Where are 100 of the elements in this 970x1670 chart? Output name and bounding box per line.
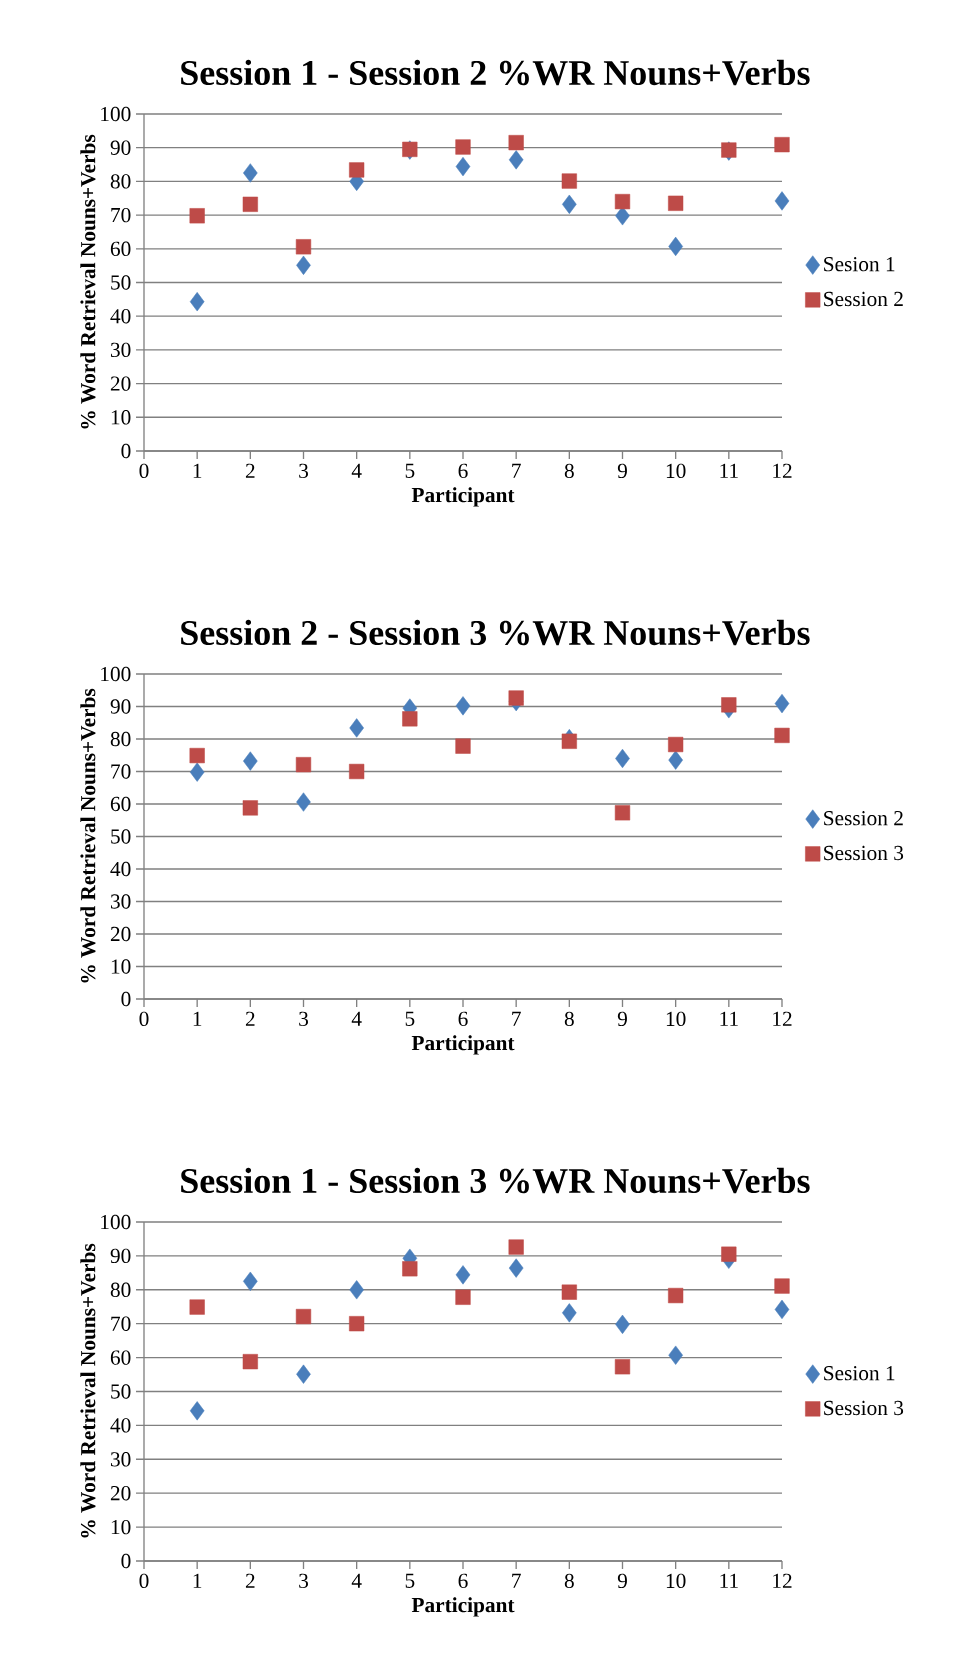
chart-title: Session 2 - Session 3 %WR Nouns+Verbs — [181, 619, 810, 646]
x-tick-label: 5 — [405, 1573, 415, 1588]
y-tick-label: 40 — [110, 1418, 131, 1433]
legend-label: Session 3 — [824, 1400, 904, 1416]
legend-label: Session 2 — [824, 291, 903, 307]
y-tick-label: 0 — [121, 991, 131, 1007]
y-axis-title: % Word Retrieval Nouns+Verbs — [80, 1243, 96, 1538]
legend-label: Sesion 1 — [824, 257, 895, 272]
y-tick-label: 80 — [110, 1282, 131, 1297]
x-axis-title: Participant — [411, 1035, 515, 1055]
x-axis-title: Participant — [411, 487, 515, 507]
x-tick-label: 9 — [617, 1011, 627, 1027]
point — [242, 800, 258, 816]
y-tick-label: 70 — [111, 1316, 131, 1331]
chart-title: Session 1 - Session 3 %WR Nouns+Verbs — [181, 1167, 810, 1194]
y-tick-label: 30 — [110, 342, 131, 358]
x-tick-label: 1 — [193, 1011, 202, 1026]
x-axis-title: Participant — [411, 1597, 515, 1617]
point — [508, 1258, 524, 1278]
point — [668, 1287, 684, 1304]
point — [774, 1299, 790, 1320]
point — [774, 693, 790, 714]
x-tick-label: 11 — [720, 1573, 738, 1588]
x-tick-label: 1 — [193, 463, 202, 478]
y-tick-label: 0 — [121, 443, 131, 459]
point — [455, 738, 471, 754]
x-tick-label: 4 — [351, 463, 362, 478]
point — [243, 163, 258, 183]
point — [774, 727, 790, 744]
x-tick-label: 3 — [299, 463, 308, 479]
point — [508, 135, 524, 151]
point — [615, 1314, 630, 1334]
point — [402, 1261, 418, 1277]
point — [189, 762, 205, 782]
point — [455, 1289, 471, 1305]
x-tick-label: 0 — [139, 1011, 149, 1027]
x-tick-label: 12 — [773, 1573, 792, 1588]
y-tick-label: 60 — [110, 796, 131, 812]
x-tick-label: 10 — [666, 1011, 686, 1027]
y-tick-label: 10 — [111, 959, 131, 974]
point — [668, 1345, 683, 1365]
y-tick-label: 30 — [110, 894, 131, 909]
y-tick-label: 50 — [111, 1384, 131, 1399]
point — [295, 1308, 312, 1325]
legend-label: Session 3 — [824, 845, 904, 861]
y-tick-label: 60 — [110, 1350, 131, 1365]
point — [614, 1359, 631, 1375]
point — [774, 137, 790, 153]
point — [614, 805, 631, 821]
y-tick-label: 40 — [110, 861, 131, 877]
point — [455, 696, 471, 716]
x-tick-label: 8 — [564, 1011, 574, 1027]
y-tick-label: 50 — [111, 829, 131, 844]
legend-label: Sesion 1 — [824, 1366, 895, 1381]
point — [508, 690, 524, 706]
y-tick-label: 100 — [101, 1214, 131, 1230]
x-tick-label: 10 — [666, 1573, 686, 1589]
x-tick-label: 11 — [720, 1011, 738, 1026]
point — [774, 191, 790, 211]
y-tick-label: 70 — [111, 764, 131, 779]
x-tick-label: 9 — [617, 463, 627, 479]
point — [561, 1284, 577, 1300]
x-tick-label: 6 — [458, 1573, 468, 1589]
x-tick-label: 10 — [666, 463, 686, 479]
point — [668, 750, 683, 770]
x-tick-label: 9 — [617, 1573, 627, 1589]
point — [349, 1316, 365, 1332]
x-tick-label: 4 — [351, 1573, 362, 1588]
legend-label: Session 2 — [824, 811, 903, 826]
y-tick-label: 90 — [110, 140, 131, 155]
point — [295, 239, 312, 255]
y-axis-title: % Word Retrieval Nouns+Verbs — [80, 134, 96, 429]
y-tick-label: 100 — [101, 666, 131, 682]
point — [562, 1303, 577, 1323]
point — [243, 751, 258, 771]
point — [721, 697, 737, 713]
y-tick-label: 80 — [110, 731, 131, 747]
x-tick-label: 7 — [512, 463, 521, 478]
point — [349, 162, 365, 178]
chart-title: Session 1 - Session 2 %WR Nouns+Verbs — [181, 59, 810, 86]
point — [562, 194, 577, 214]
point — [721, 1246, 737, 1262]
x-tick-label: 2 — [245, 1573, 255, 1588]
x-tick-label: 12 — [773, 1011, 792, 1026]
y-tick-label: 20 — [110, 1486, 131, 1501]
x-tick-label: 2 — [245, 1011, 255, 1026]
point — [561, 173, 577, 189]
point — [508, 150, 524, 170]
x-tick-label: 5 — [405, 463, 415, 478]
x-tick-label: 3 — [299, 1011, 308, 1027]
x-tick-label: 7 — [512, 1011, 521, 1026]
point — [189, 747, 205, 764]
y-tick-label: 10 — [111, 1519, 131, 1535]
point — [614, 194, 631, 210]
x-tick-label: 4 — [351, 1011, 362, 1026]
point — [189, 292, 205, 312]
x-tick-label: 2 — [245, 463, 255, 478]
x-tick-label: 8 — [564, 463, 574, 479]
y-tick-label: 70 — [111, 207, 131, 223]
point — [243, 1271, 258, 1291]
